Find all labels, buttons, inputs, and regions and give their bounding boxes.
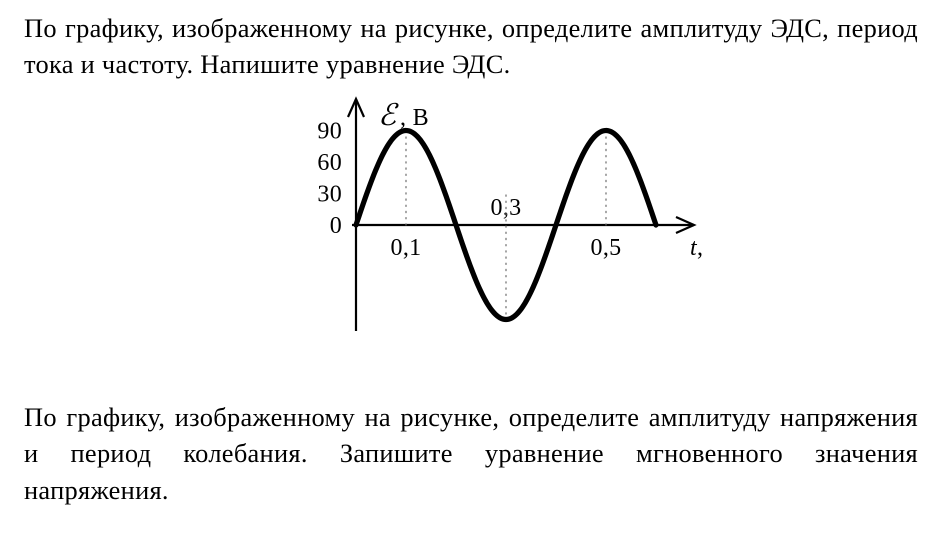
y-tick-label: 60 bbox=[317, 150, 342, 176]
x-tick-label: 0,1 bbox=[391, 235, 422, 261]
chart-container: 9060300ℰ, В0,10,30,5t, с bbox=[24, 93, 918, 389]
y-tick-label: 0 bbox=[330, 213, 342, 239]
x-axis-label: t, с bbox=[690, 235, 706, 261]
problem-text-2: По графику, изображенному на рисунке, оп… bbox=[24, 399, 918, 508]
problem-text-1: По графику, изображенному на рисунке, оп… bbox=[24, 10, 918, 83]
y-tick-label: 30 bbox=[317, 181, 342, 207]
x-tick-label: 0,5 bbox=[591, 235, 622, 261]
emf-sine-chart: 9060300ℰ, В0,10,30,5t, с bbox=[236, 93, 706, 389]
y-axis-label-symbol: ℰ bbox=[378, 99, 399, 132]
y-tick-label: 90 bbox=[317, 118, 342, 144]
y-axis-label-unit: , В bbox=[400, 105, 429, 131]
